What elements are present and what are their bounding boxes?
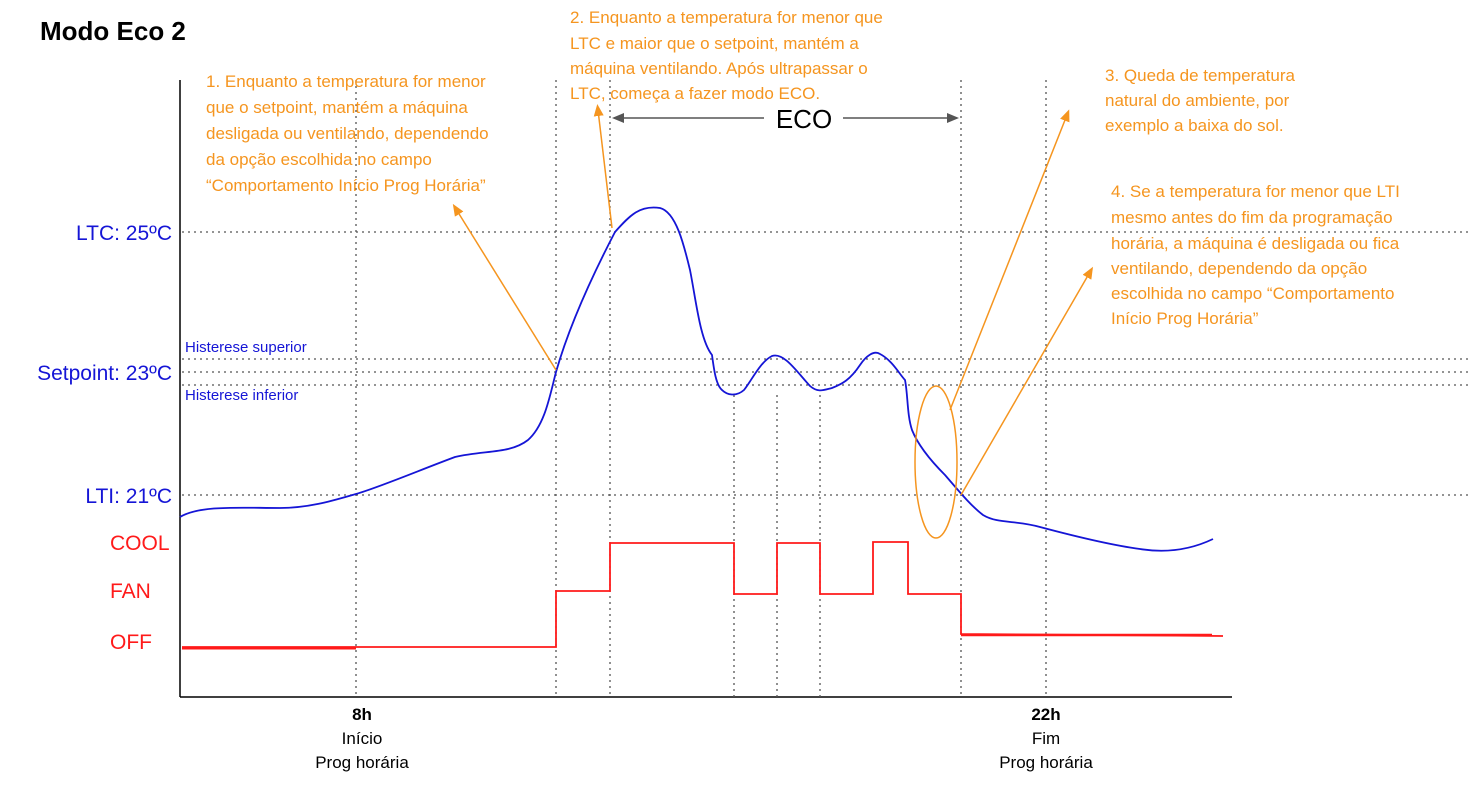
fan-label: FAN xyxy=(110,580,151,603)
note1-line: desligada ou ventilando, dependendo xyxy=(206,124,489,143)
end-label-line2: Prog horária xyxy=(999,753,1093,772)
note1-line: 1. Enquanto a temperatura for menor xyxy=(206,72,486,91)
start-label-line1: Início xyxy=(342,729,383,748)
eco-label: ECO xyxy=(776,104,832,134)
start-label-line2: Prog horária xyxy=(315,753,409,772)
diagram-title: Modo Eco 2 xyxy=(40,16,186,46)
note2-line: LTC e maior que o setpoint, mantém a xyxy=(570,34,859,53)
mode-line xyxy=(182,541,1224,648)
note4-line: Início Prog Horária” xyxy=(1111,309,1259,328)
note2-line: máquina ventilando. Após ultrapassar o xyxy=(570,59,868,78)
note1-arrow xyxy=(452,203,557,371)
note1-line: da opção escolhida no campo xyxy=(206,150,432,169)
note3-line: natural do ambiente, por xyxy=(1105,91,1290,110)
horizontal-guides xyxy=(182,231,1468,496)
start-time-label: 8h xyxy=(352,705,372,724)
end-time-label: 22h xyxy=(1031,705,1060,724)
note1-line: “Comportamento Início Prog Horária” xyxy=(206,176,486,195)
hys-upper-label: Histerese superior xyxy=(185,339,307,356)
temperature-curve xyxy=(179,206,1214,552)
note4-line: horária, a máquina é desligada ou fica xyxy=(1111,234,1400,253)
end-label-line1: Fim xyxy=(1032,729,1060,748)
note2-arrow xyxy=(593,104,613,229)
note-4: 4. Se a temperatura for menor que LTI me… xyxy=(1111,182,1405,328)
note4-line: 4. Se a temperatura for menor que LTI xyxy=(1111,182,1400,201)
note1-line: que o setpoint, mantém a máquina xyxy=(206,98,468,117)
note4-line: mesmo antes do fim da programação xyxy=(1111,208,1393,227)
note-2: 2. Enquanto a temperatura for menor que … xyxy=(570,8,888,103)
note3-line: 3. Queda de temperatura xyxy=(1105,66,1296,85)
note4-line: ventilando, dependendo da opção xyxy=(1111,259,1367,278)
cool-label: COOL xyxy=(110,532,170,555)
note4-line: escolhida no campo “Comportamento xyxy=(1111,284,1394,303)
setpoint-label: Setpoint: 23ºC xyxy=(37,362,172,385)
ltc-label: LTC: 25ºC xyxy=(76,222,172,245)
hys-lower-label: Histerese inferior xyxy=(185,387,298,404)
note2-line: LTC, começa a fazer modo ECO. xyxy=(570,84,820,103)
off-label: OFF xyxy=(110,631,152,654)
note4-arrow xyxy=(960,266,1094,496)
note2-line: 2. Enquanto a temperatura for menor que xyxy=(570,8,883,27)
note3-arrow xyxy=(949,109,1070,411)
note3-line: exemplo a baixa do sol. xyxy=(1105,116,1284,135)
note-3: 3. Queda de temperatura natural do ambie… xyxy=(1105,66,1300,135)
note-1: 1. Enquanto a temperatura for menor que … xyxy=(206,72,493,195)
annotation-arrows xyxy=(452,104,1094,539)
lti-label: LTI: 21ºC xyxy=(85,485,172,508)
temperature-drop-highlight xyxy=(914,385,958,539)
